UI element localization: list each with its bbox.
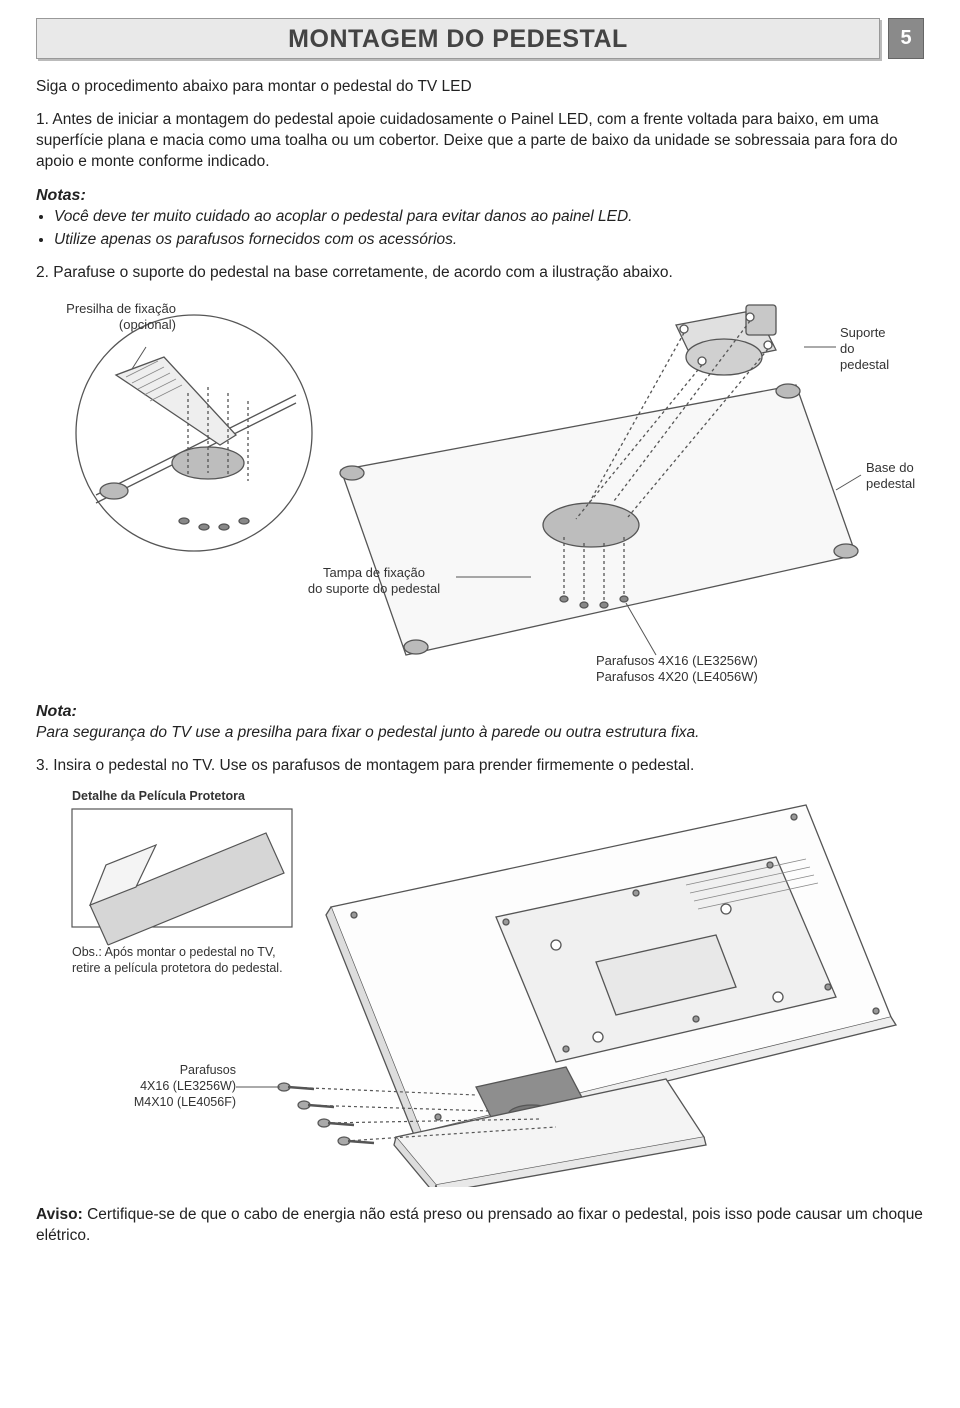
- page-title: MONTAGEM DO PEDESTAL: [37, 25, 879, 54]
- notas-heading: Notas:: [36, 187, 924, 205]
- aviso-label: Aviso:: [36, 1206, 83, 1223]
- aviso: Aviso: Certifique-se de que o cabo de en…: [36, 1205, 924, 1247]
- step-2: 2. Parafuse o suporte do pedestal na bas…: [36, 263, 924, 284]
- label-parafusos-2: Parafusos4X16 (LE3256W)M4X10 (LE4056F): [96, 1063, 236, 1110]
- title-bar: MONTAGEM DO PEDESTAL: [36, 18, 880, 59]
- callout-base: Base dopedestal: [866, 460, 926, 491]
- diagram-1: Presilha de fixação(opcional) Suportedop…: [36, 295, 924, 685]
- callout-parafusos-1: Parafusos 4X16 (LE3256W)Parafusos 4X20 (…: [596, 653, 816, 684]
- page-number: 5: [888, 18, 924, 59]
- header: MONTAGEM DO PEDESTAL 5: [36, 18, 924, 59]
- intro-text: Siga o procedimento abaixo para montar o…: [36, 77, 924, 98]
- label-pelicula: Detalhe da Película Protetora: [72, 789, 245, 803]
- diagram-2: Detalhe da Película Protetora Obs.: Após…: [36, 787, 924, 1187]
- nota2-heading: Nota:: [36, 703, 924, 721]
- aviso-text: Certifique-se de que o cabo de energia n…: [36, 1206, 923, 1244]
- nota-a: Você deve ter muito cuidado ao acoplar o…: [54, 207, 924, 228]
- notas-list: Você deve ter muito cuidado ao acoplar o…: [36, 207, 924, 251]
- step-3: 3. Insira o pedestal no TV. Use os paraf…: [36, 756, 924, 777]
- nota-b: Utilize apenas os parafusos fornecidos c…: [54, 230, 924, 251]
- step-1: 1. Antes de iniciar a montagem do pedest…: [36, 110, 924, 173]
- callout-suporte: Suportedopedestal: [840, 325, 910, 372]
- callout-presilha: Presilha de fixação(opcional): [46, 301, 176, 332]
- diagram-2-svg: [36, 787, 916, 1187]
- callout-tampa: Tampa de fixaçãodo suporte do pedestal: [294, 565, 454, 596]
- nota2-text: Para segurança do TV use a presilha para…: [36, 723, 924, 744]
- diagram-1-svg: [36, 295, 916, 685]
- obs-pelicula: Obs.: Após montar o pedestal no TV, reti…: [72, 945, 302, 976]
